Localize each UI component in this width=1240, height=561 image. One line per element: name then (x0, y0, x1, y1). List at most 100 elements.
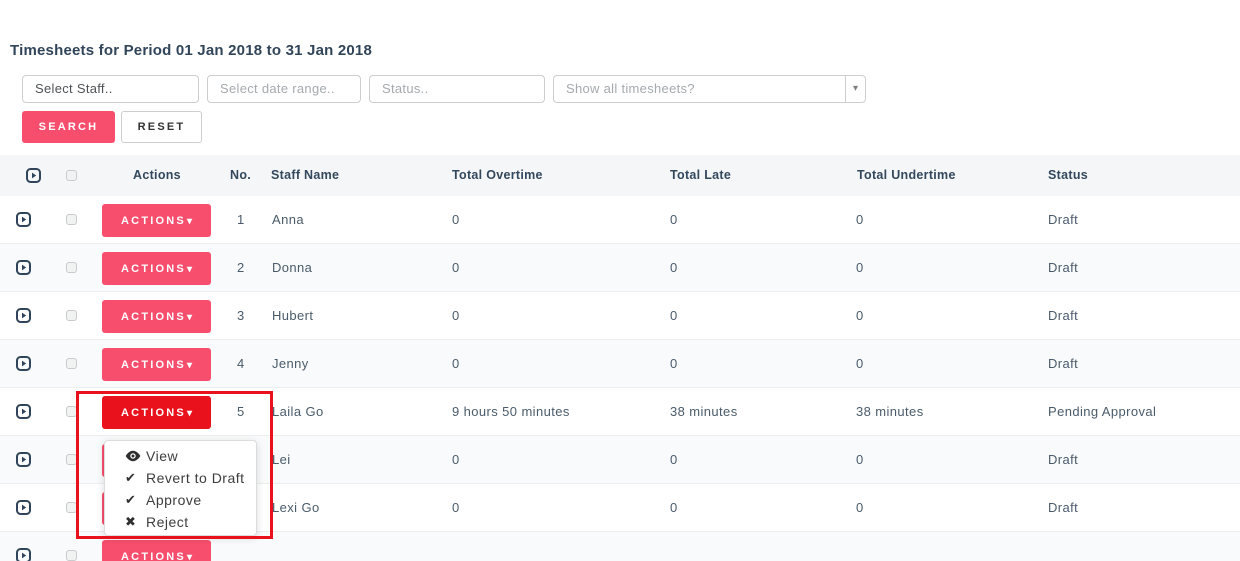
menu-item-view[interactable]: View (105, 445, 256, 467)
row-checkbox[interactable] (66, 358, 77, 369)
table-row: ACTIONS▾ 5 Laila Go 9 hours 50 minutes 3… (0, 388, 1240, 436)
expand-row-icon[interactable] (16, 500, 31, 515)
cell-status: Draft (1048, 260, 1079, 275)
header-staff-name: Staff Name (271, 168, 340, 182)
cell-status: Draft (1048, 308, 1079, 323)
date-range-placeholder: Select date range.. (220, 81, 335, 96)
cell-total-overtime: 9 hours 50 minutes (452, 404, 570, 419)
menu-item-label: Reject (146, 514, 189, 530)
cell-staff-name: Jenny (272, 356, 309, 371)
actions-button-open[interactable]: ACTIONS▾ (102, 396, 211, 429)
menu-item-revert-to-draft[interactable]: ✔ Revert to Draft (105, 467, 256, 489)
cell-total-overtime: 0 (452, 260, 460, 275)
expand-row-icon[interactable] (16, 212, 31, 227)
caret-down-icon: ▾ (186, 407, 192, 419)
row-checkbox[interactable] (66, 310, 77, 321)
select-caret-section[interactable]: ▾ (845, 76, 865, 102)
header-status: Status (1048, 168, 1089, 182)
expand-row-icon[interactable] (16, 548, 31, 561)
cell-staff-name: Donna (272, 260, 313, 275)
cell-total-late: 0 (670, 212, 678, 227)
cell-status: Draft (1048, 212, 1079, 227)
cell-total-overtime: 0 (452, 356, 460, 371)
cell-total-late: 0 (670, 356, 678, 371)
cell-no: 1 (237, 212, 245, 227)
menu-item-label: Revert to Draft (146, 470, 245, 486)
staff-filter-placeholder: Select Staff.. (35, 81, 113, 96)
show-all-timesheets-select[interactable]: Show all timesheets? ▾ (553, 75, 866, 103)
expand-row-icon[interactable] (16, 356, 31, 371)
cell-total-undertime: 0 (856, 212, 864, 227)
cell-total-overtime: 0 (452, 452, 460, 467)
table-row: ACTIONS▾ 3 Hubert 0 0 0 Draft (0, 292, 1240, 340)
cell-no: 2 (237, 260, 245, 275)
cell-total-late: 0 (670, 500, 678, 515)
cell-total-undertime: 0 (856, 452, 864, 467)
actions-button[interactable]: ACTIONS▾ (102, 204, 211, 237)
row-checkbox[interactable] (66, 454, 77, 465)
status-filter-placeholder: Status.. (382, 81, 429, 96)
cell-total-undertime: 0 (856, 500, 864, 515)
cell-staff-name: Laila Go (272, 404, 324, 419)
menu-item-label: Approve (146, 492, 202, 508)
reset-button[interactable]: RESET (121, 111, 202, 143)
expand-row-icon[interactable] (16, 308, 31, 323)
caret-down-icon: ▾ (186, 359, 192, 371)
staff-filter[interactable]: Select Staff.. (22, 75, 199, 103)
actions-button[interactable]: ACTIONS▾ (102, 540, 211, 561)
cell-staff-name: Lei (272, 452, 291, 467)
row-checkbox[interactable] (66, 406, 77, 417)
caret-down-icon: ▾ (186, 215, 192, 227)
caret-down-icon: ▾ (186, 263, 192, 275)
row-checkbox[interactable] (66, 262, 77, 273)
expand-row-icon[interactable] (16, 260, 31, 275)
timesheets-table: Actions No. Staff Name Total Overtime To… (0, 155, 1240, 561)
select-all-checkbox[interactable] (66, 170, 77, 181)
actions-button[interactable]: ACTIONS▾ (102, 252, 211, 285)
actions-dropdown-menu: View ✔ Revert to Draft ✔ Approve ✖ Rejec… (104, 440, 257, 536)
menu-item-approve[interactable]: ✔ Approve (105, 489, 256, 511)
actions-button[interactable]: ACTIONS▾ (102, 300, 211, 333)
row-checkbox[interactable] (66, 214, 77, 225)
menu-item-label: View (146, 448, 179, 464)
actions-button[interactable]: ACTIONS▾ (102, 348, 211, 381)
row-checkbox[interactable] (66, 550, 77, 561)
expand-row-icon[interactable] (16, 452, 31, 467)
menu-item-reject[interactable]: ✖ Reject (105, 511, 256, 533)
cell-total-late: 0 (670, 308, 678, 323)
cell-status: Pending Approval (1048, 404, 1157, 419)
cell-total-overtime: 0 (452, 308, 460, 323)
cell-status: Draft (1048, 356, 1079, 371)
filter-actions: SEARCH RESET (22, 111, 202, 143)
cell-total-late: 0 (670, 260, 678, 275)
caret-down-icon: ▾ (186, 551, 192, 561)
cell-staff-name: Lexi Go (272, 500, 320, 515)
search-button[interactable]: SEARCH (22, 111, 115, 143)
cell-no: 5 (237, 404, 245, 419)
row-checkbox[interactable] (66, 502, 77, 513)
cell-total-late: 0 (670, 452, 678, 467)
expand-row-icon[interactable] (16, 404, 31, 419)
date-range-filter[interactable]: Select date range.. (207, 75, 361, 103)
table-row: ACTIONS▾ 2 Donna 0 0 0 Draft (0, 244, 1240, 292)
check-icon: ✔ (125, 470, 137, 485)
table-row: ACTIONS▾ 4 Jenny 0 0 0 Draft (0, 340, 1240, 388)
table-header-row: Actions No. Staff Name Total Overtime To… (0, 155, 1240, 196)
status-filter[interactable]: Status.. (369, 75, 545, 103)
table-row: ACTIONS▾ (0, 532, 1240, 561)
cell-total-overtime: 0 (452, 500, 460, 515)
header-total-overtime: Total Overtime (452, 168, 543, 182)
cell-staff-name: Anna (272, 212, 304, 227)
cell-total-overtime: 0 (452, 212, 460, 227)
header-no: No. (230, 168, 252, 182)
cell-total-undertime: 0 (856, 260, 864, 275)
filter-bar: Select Staff.. Select date range.. Statu… (22, 75, 866, 103)
expand-all-icon[interactable] (26, 168, 41, 183)
header-actions: Actions (133, 168, 181, 182)
check-icon: ✔ (125, 492, 137, 507)
caret-down-icon: ▾ (186, 311, 192, 323)
cell-total-undertime: 38 minutes (856, 404, 924, 419)
cell-status: Draft (1048, 500, 1079, 515)
page-title: Timesheets for Period 01 Jan 2018 to 31 … (10, 42, 373, 59)
